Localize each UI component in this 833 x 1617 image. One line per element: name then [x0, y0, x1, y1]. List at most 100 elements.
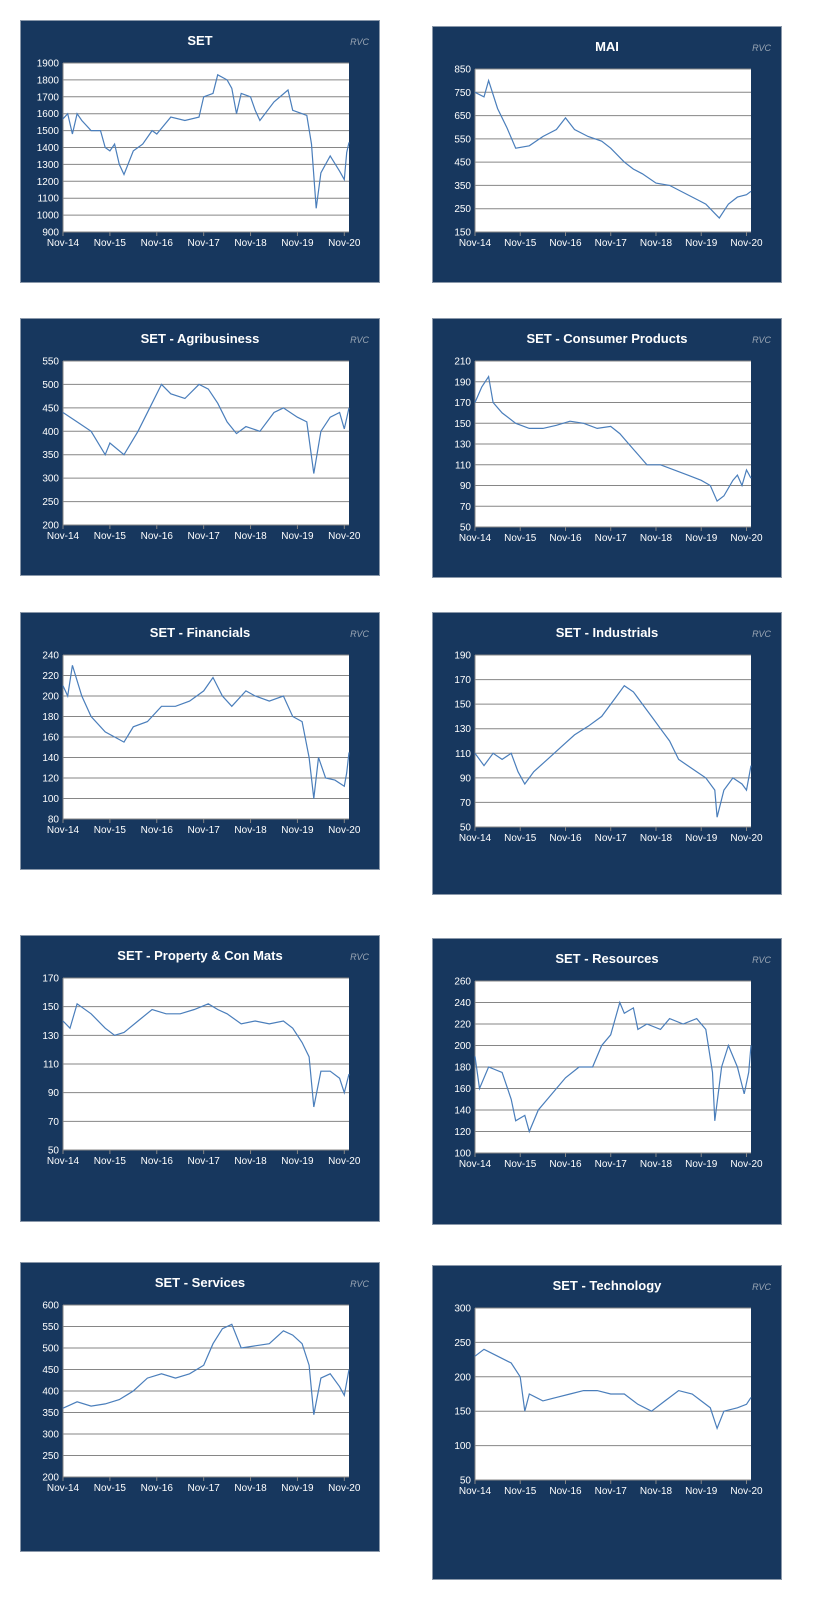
x-tick-label: Nov-16 — [141, 238, 174, 249]
x-tick-label: Nov-20 — [730, 1159, 763, 1170]
y-tick-label: 50 — [460, 523, 472, 534]
x-tick-label: Nov-17 — [188, 1156, 221, 1167]
x-tick-label: Nov-16 — [141, 1156, 174, 1167]
y-tick-label: 120 — [454, 1127, 471, 1138]
watermark: RVC — [350, 629, 369, 639]
chart-set: 900 1000 1100 1200 1300 1400 1500 1600 1700 1800 1… — [20, 20, 380, 283]
x-tick-label: Nov-16 — [549, 1159, 582, 1170]
x-tick-label: Nov-16 — [141, 825, 174, 836]
y-tick-label: 300 — [42, 1430, 59, 1441]
y-tick-label: 240 — [42, 651, 59, 662]
y-tick-label: 500 — [42, 1344, 59, 1355]
series-line — [62, 1323, 350, 1415]
y-tick-label: 550 — [42, 357, 59, 368]
chart-technology: 50 100 150 200 250 300 Nov-14 Nov-15 Nov-16 Nov-1… — [432, 1265, 782, 1580]
x-tick-label: Nov-18 — [234, 1156, 267, 1167]
x-tick-label: Nov-15 — [94, 1483, 127, 1494]
y-tick-label: 150 — [454, 700, 471, 711]
plot-area — [475, 655, 751, 827]
y-tick-label: 100 — [454, 1441, 471, 1452]
y-tick-label: 190 — [454, 377, 471, 388]
y-tick-label: 140 — [42, 753, 59, 764]
x-tick-label: Nov-14 — [459, 238, 492, 249]
y-tick-label: 850 — [454, 65, 471, 76]
x-tick-label: Nov-20 — [730, 833, 763, 844]
x-tick-label: Nov-19 — [281, 1483, 314, 1494]
y-tick-label: 110 — [455, 460, 471, 471]
y-tick-label: 1900 — [37, 59, 60, 70]
y-tick-label: 170 — [42, 974, 59, 985]
x-tick-label: Nov-14 — [47, 531, 80, 542]
y-tick-label: 80 — [48, 815, 60, 826]
x-tick-label: Nov-17 — [188, 825, 221, 836]
chart-svg: 200 250 300 350 400 450 500 550 600 Nov-14 Nov-15 N… — [42, 1301, 361, 1495]
chart-title: SET - Services — [154, 1275, 246, 1290]
y-tick-label: 100 — [454, 1149, 471, 1160]
x-tick-label: Nov-15 — [504, 1486, 537, 1497]
y-tick-label: 500 — [42, 380, 59, 391]
y-tick-label: 1400 — [37, 143, 60, 154]
chart-title: SET - Resources — [555, 951, 659, 966]
chart-svg: 50 70 90 110 130 150 170 Nov-14 Nov-15 Nov-16 Nov-… — [42, 974, 361, 1168]
y-tick-label: 170 — [454, 398, 471, 409]
y-tick-label: 90 — [48, 1088, 60, 1099]
y-tick-label: 350 — [454, 181, 471, 192]
x-tick-label: Nov-15 — [504, 1159, 537, 1170]
x-tick-label: Nov-17 — [188, 238, 221, 249]
x-tick-label: Nov-18 — [234, 825, 267, 836]
y-tick-label: 260 — [454, 977, 471, 988]
plot-area — [63, 361, 349, 525]
y-tick-label: 200 — [42, 692, 59, 703]
y-tick-label: 90 — [460, 481, 472, 492]
y-tick-label: 250 — [454, 1338, 471, 1349]
chart-industrials: 50 70 90 110 130 150 170 190 Nov-14 Nov-15 Nov-16 N… — [432, 612, 782, 895]
x-tick-label: Nov-19 — [685, 238, 718, 249]
chart-svg: 50 70 90 110 130 150 170 190 210 Nov-14 Nov-15 Nov-… — [454, 357, 763, 545]
x-tick-label: Nov-16 — [141, 1483, 174, 1494]
x-tick-label: Nov-14 — [47, 238, 80, 249]
y-tick-label: 220 — [42, 671, 59, 682]
y-tick-label: 600 — [42, 1301, 59, 1312]
watermark: RVC — [752, 335, 771, 345]
y-tick-label: 150 — [454, 419, 471, 430]
x-tick-label: Nov-20 — [730, 238, 763, 249]
x-tick-label: Nov-19 — [685, 1159, 718, 1170]
x-tick-label: Nov-16 — [141, 531, 174, 542]
y-tick-label: 1600 — [37, 109, 60, 120]
x-tick-label: Nov-15 — [94, 825, 127, 836]
series-line — [474, 684, 752, 818]
y-tick-label: 150 — [42, 1002, 59, 1013]
x-tick-label: Nov-20 — [328, 531, 361, 542]
y-tick-label: 160 — [454, 1084, 471, 1095]
x-tick-label: Nov-18 — [234, 238, 267, 249]
y-tick-label: 550 — [454, 134, 471, 145]
chart-title: SET - Financials — [149, 625, 251, 640]
y-tick-label: 200 — [42, 521, 59, 532]
x-tick-label: Nov-20 — [328, 1156, 361, 1167]
chart-financials: 80 100 120 140 160 180 200 220 240 Nov-14 Nov-15 No… — [20, 612, 380, 870]
chart-svg: 80 100 120 140 160 180 200 220 240 Nov-14 Nov-15 No… — [42, 651, 361, 837]
series-line — [62, 383, 350, 474]
y-tick-label: 450 — [454, 158, 471, 169]
x-tick-label: Nov-20 — [328, 825, 361, 836]
y-tick-label: 90 — [460, 773, 472, 784]
x-tick-label: Nov-15 — [94, 1156, 127, 1167]
y-tick-label: 110 — [43, 1060, 59, 1071]
y-tick-label: 900 — [42, 228, 59, 239]
chart-svg: 100 120 140 160 180 200 220 240 260 Nov-14 Nov-15 N… — [454, 977, 763, 1171]
series-line — [62, 73, 350, 209]
x-tick-label: Nov-19 — [281, 1156, 314, 1167]
y-tick-label: 1700 — [37, 92, 60, 103]
x-tick-label: Nov-17 — [595, 833, 628, 844]
watermark: RVC — [752, 955, 771, 965]
x-tick-label: Nov-16 — [549, 1486, 582, 1497]
x-tick-label: Nov-19 — [281, 531, 314, 542]
x-tick-label: Nov-14 — [459, 833, 492, 844]
x-tick-label: Nov-18 — [640, 238, 673, 249]
y-tick-label: 70 — [48, 1117, 60, 1128]
watermark: RVC — [752, 1282, 771, 1292]
y-tick-label: 200 — [42, 1473, 59, 1484]
x-tick-label: Nov-18 — [640, 833, 673, 844]
y-tick-label: 240 — [454, 998, 471, 1009]
chart-svg: 50 100 150 200 250 300 Nov-14 Nov-15 Nov-16 Nov-1… — [454, 1304, 763, 1498]
